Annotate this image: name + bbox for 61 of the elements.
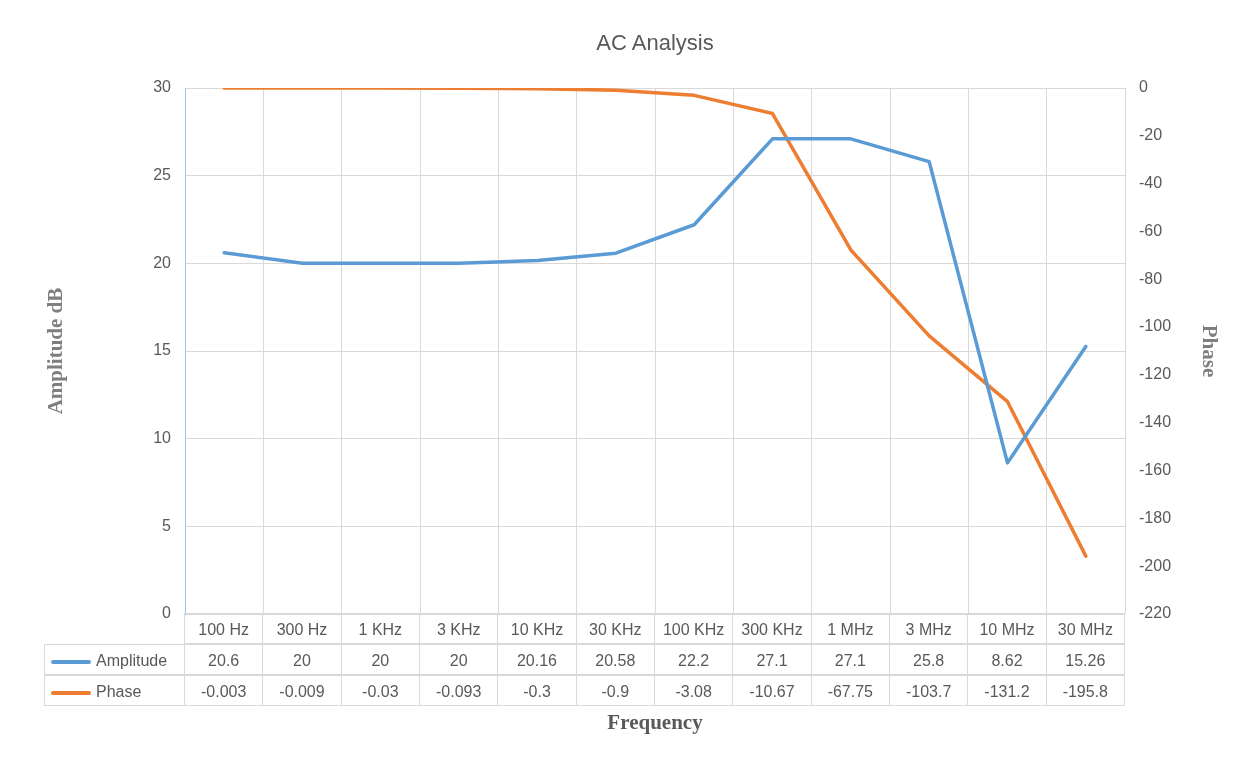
legend-label: Phase (96, 683, 142, 700)
x-tick-label: 30 MHz (1057, 621, 1113, 638)
y-tick-label: 25 (153, 166, 172, 184)
y-tick-label: 15 (153, 341, 172, 359)
y2-tick-label: -20 (1139, 126, 1163, 144)
y-tick-label: 30 (153, 78, 172, 96)
y2-tick-label: -40 (1139, 174, 1163, 192)
data-label: -195.8 (1062, 683, 1108, 700)
y2-tick-label: -200 (1139, 556, 1172, 574)
data-label: 20.16 (516, 652, 558, 669)
x-tick-label: 3 MHz (905, 621, 952, 638)
data-label: 27.1 (756, 652, 788, 669)
y2-tick-label: -120 (1139, 365, 1172, 383)
data-label: -3.08 (675, 683, 712, 700)
x-tick-label: 100 Hz (198, 621, 250, 638)
data-label: 8.62 (991, 652, 1023, 669)
y2-axis-title: Phase (1197, 324, 1222, 378)
y2-tick-label: -100 (1139, 317, 1172, 335)
data-label: -0.003 (200, 683, 247, 700)
data-label: 20.6 (208, 652, 240, 669)
data-label: -0.009 (279, 683, 325, 700)
x-tick-label: 3 KHz (436, 621, 481, 638)
x-tick-label: 10 MHz (979, 621, 1035, 638)
x-tick-label: 30 KHz (589, 621, 642, 638)
y2-tick-label: -80 (1139, 269, 1163, 287)
data-label: -67.75 (827, 683, 873, 700)
y2-tick-label: 0 (1139, 78, 1148, 96)
y-tick-label: 5 (162, 516, 172, 534)
x-tick-label: 100 KHz (662, 621, 725, 638)
data-label: 25.8 (913, 652, 945, 669)
legend-label: Amplitude (96, 652, 168, 669)
data-label: 27.1 (834, 652, 866, 669)
y-tick-label: 10 (153, 429, 172, 447)
y2-tick-label: -160 (1139, 460, 1172, 478)
y2-tick-label: -220 (1139, 604, 1172, 622)
data-label: 20 (293, 652, 311, 669)
y2-tick-label: -180 (1139, 508, 1172, 526)
data-label: -0.3 (523, 683, 551, 700)
x-tick-label: 10 KHz (510, 621, 564, 638)
y-axis-title: Amplitude dB (43, 287, 68, 415)
x-tick-label: 300 KHz (741, 621, 803, 638)
chart-title: AC Analysis (596, 30, 714, 56)
y-tick-label: 0 (162, 604, 172, 622)
data-label: 20 (449, 652, 468, 669)
data-label: -0.03 (362, 683, 399, 700)
x-axis-title: Frequency (607, 710, 704, 735)
data-label: 22.2 (678, 652, 710, 669)
data-label: -103.7 (905, 683, 952, 700)
data-label: -0.093 (435, 683, 482, 700)
data-label: -131.2 (984, 683, 1030, 700)
data-label: 15.26 (1065, 652, 1106, 669)
y2-tick-label: -60 (1139, 221, 1163, 239)
x-tick-label: 300 Hz (276, 621, 328, 638)
data-label: -10.67 (749, 683, 795, 700)
y2-tick-label: -140 (1139, 413, 1172, 431)
data-label: 20.58 (595, 652, 636, 669)
data-label: 20 (371, 652, 390, 669)
x-tick-label: 1 MHz (827, 621, 874, 638)
x-tick-label: 1 KHz (358, 621, 403, 638)
data-label: -0.9 (601, 683, 630, 700)
y-tick-label: 20 (153, 253, 172, 271)
